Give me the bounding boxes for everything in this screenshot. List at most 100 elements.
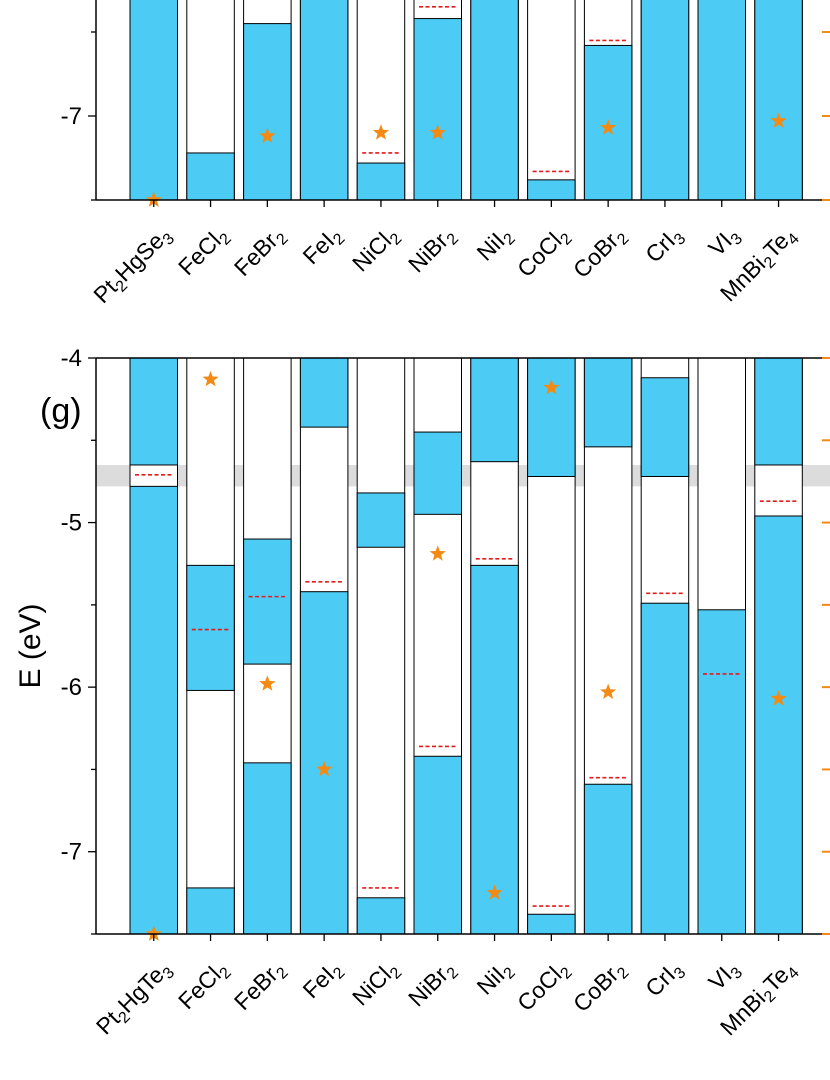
column-cri3 xyxy=(640,0,690,201)
category-label: CoCl2 xyxy=(512,221,576,285)
band-segment xyxy=(470,357,519,463)
category-label: NiBr2 xyxy=(403,955,462,1014)
band-segment xyxy=(583,357,633,448)
column-fecl2 xyxy=(186,357,235,935)
band-segment xyxy=(470,0,519,201)
category-label: VI3 xyxy=(703,955,746,998)
band-segment xyxy=(299,357,349,428)
star-marker xyxy=(600,683,617,699)
star-marker xyxy=(202,370,219,387)
band-segment xyxy=(527,357,576,477)
column-nicl2 xyxy=(356,357,406,935)
band-segment xyxy=(697,609,746,935)
category-label: FeCl2 xyxy=(173,955,235,1017)
column-frame xyxy=(356,357,406,935)
band-segment xyxy=(129,0,178,201)
band-segment xyxy=(754,357,803,466)
category-label: NiBr2 xyxy=(403,221,462,280)
band-segment xyxy=(186,887,235,935)
category-label: MnBi2Te4 xyxy=(715,955,803,1043)
band-segment xyxy=(527,913,576,935)
column-nicl2 xyxy=(356,0,406,201)
band-segment xyxy=(356,897,406,935)
star-marker xyxy=(316,760,333,777)
y-tick-label: -7 xyxy=(61,103,82,130)
category-label: CrI3 xyxy=(640,221,689,270)
star-marker xyxy=(770,112,787,128)
panel-tag: (g) xyxy=(40,392,82,430)
category-label: FeBr2 xyxy=(229,221,292,284)
star-marker xyxy=(543,379,560,395)
column-nii2 xyxy=(470,0,519,201)
band-segment xyxy=(640,377,690,477)
category-label: FeBr2 xyxy=(229,955,292,1018)
column-pt2hgse3 xyxy=(129,0,178,207)
star-marker xyxy=(145,925,162,941)
column-cobr2 xyxy=(583,0,633,201)
y-axis-label: E (eV) xyxy=(14,603,47,688)
category-label: NiCl2 xyxy=(347,955,405,1013)
star-marker xyxy=(259,127,276,144)
category-label: FeI2 xyxy=(298,955,349,1006)
category-label: MnBi2Te4 xyxy=(715,221,803,309)
band-segment xyxy=(186,152,235,201)
column-nii2 xyxy=(470,357,519,935)
band-segment xyxy=(243,538,292,665)
column-febr2 xyxy=(243,357,292,935)
star-marker xyxy=(770,690,787,706)
band-segment xyxy=(640,602,690,935)
column-mnbi2te4 xyxy=(754,0,803,201)
column-mnbi2te4 xyxy=(754,357,803,935)
star-marker xyxy=(259,675,276,691)
star-marker xyxy=(486,884,503,900)
band-segment xyxy=(243,762,292,935)
column-febr2 xyxy=(243,0,292,201)
band-segment xyxy=(583,783,633,935)
band-segment xyxy=(754,0,803,201)
category-label: NiCl2 xyxy=(347,221,405,279)
column-pt2hgte3 xyxy=(129,357,178,941)
category-label: FeI2 xyxy=(298,221,349,272)
column-fei2 xyxy=(299,0,349,201)
column-vi3 xyxy=(697,0,746,201)
column-nibr2 xyxy=(413,357,462,935)
band-segment xyxy=(356,162,406,201)
star-marker xyxy=(145,191,162,207)
star-marker xyxy=(600,119,617,135)
band-segment xyxy=(413,431,462,515)
band-segment xyxy=(186,564,235,691)
category-label: Pt2HgSe3 xyxy=(88,221,178,311)
band-segment xyxy=(697,0,746,201)
category-label: CoBr2 xyxy=(568,221,633,286)
column-vi3 xyxy=(697,357,746,935)
band-segment xyxy=(640,0,690,201)
band-segment xyxy=(413,755,462,935)
band-segment xyxy=(129,357,178,466)
column-frame xyxy=(527,0,576,201)
column-fei2 xyxy=(299,357,349,935)
column-fecl2 xyxy=(186,0,235,201)
column-cocl2 xyxy=(527,0,576,201)
y-tick-label: -7 xyxy=(61,839,82,866)
y-tick-label: -6 xyxy=(61,674,82,701)
category-label: CoBr2 xyxy=(568,955,633,1020)
column-cri3 xyxy=(640,357,690,935)
column-nibr2 xyxy=(413,0,462,201)
category-label: FeCl2 xyxy=(173,221,235,283)
band-segment xyxy=(129,485,178,935)
star-marker xyxy=(429,545,446,561)
band-segment xyxy=(470,564,519,935)
band-segment xyxy=(413,18,462,201)
y-tick-label: -5 xyxy=(61,510,82,537)
band-segment xyxy=(754,515,803,935)
column-cocl2 xyxy=(527,357,576,935)
column-cobr2 xyxy=(583,357,633,935)
band-segment xyxy=(299,0,349,201)
band-segment xyxy=(356,492,406,548)
category-label: NiI2 xyxy=(472,221,519,268)
